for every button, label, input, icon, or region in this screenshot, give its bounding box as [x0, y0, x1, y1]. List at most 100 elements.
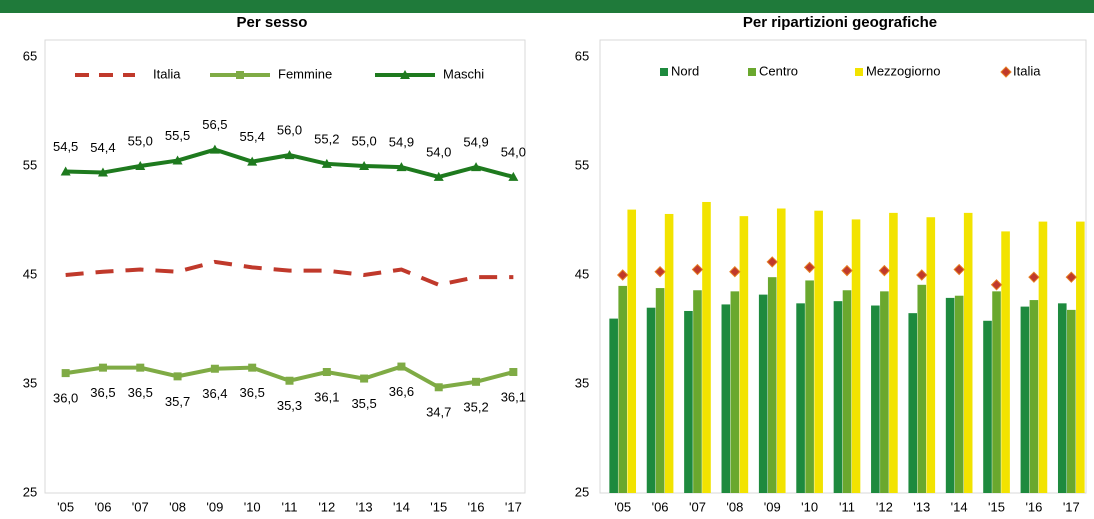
marker [1028, 271, 1040, 283]
x-tick-label: '12 [876, 499, 893, 514]
bar [627, 209, 637, 493]
marker [60, 166, 71, 176]
marker [616, 269, 629, 281]
bar [664, 213, 674, 493]
data-label: 54,4 [90, 140, 115, 155]
marker [397, 362, 406, 371]
marker [359, 161, 370, 170]
bar [954, 295, 964, 493]
x-tick-label: '16 [1025, 499, 1042, 514]
legend-label: Mezzogiorno [866, 63, 940, 78]
bar [880, 291, 889, 493]
bar [767, 277, 777, 493]
bar [693, 290, 702, 493]
x-tick-label: '05 [614, 499, 631, 514]
x-tick-label: '06 [652, 499, 669, 514]
bar [945, 297, 955, 493]
marker [878, 264, 891, 277]
data-label: 55,4 [240, 129, 265, 144]
marker [953, 263, 965, 276]
legend-label: Nord [671, 63, 699, 78]
data-label: 56,5 [202, 117, 227, 132]
marker [321, 158, 332, 168]
data-label: 36,1 [314, 389, 339, 404]
marker [136, 363, 145, 372]
bar [776, 208, 786, 493]
legend-label: Femmine [278, 66, 332, 81]
marker [508, 171, 519, 181]
y-tick-label: 65 [575, 48, 589, 63]
marker [360, 374, 369, 383]
data-label: 36,5 [240, 385, 265, 400]
x-tick-label: '16 [468, 499, 485, 514]
data-label: 54,0 [501, 144, 526, 159]
data-label: 35,2 [463, 399, 488, 414]
marker [400, 70, 410, 79]
legend-label: Italia [1013, 63, 1041, 78]
plot-frame [44, 39, 526, 494]
banner [0, 0, 1094, 13]
data-label: 56,0 [277, 123, 302, 138]
data-label: 35,5 [351, 396, 376, 411]
data-label: 55,5 [165, 128, 190, 143]
marker [691, 263, 704, 276]
marker [803, 261, 816, 274]
data-label: 54,0 [426, 144, 451, 159]
line [65, 259, 514, 287]
bar [851, 219, 861, 493]
marker [61, 369, 70, 378]
x-tick-label: '09 [764, 499, 781, 514]
bar [1057, 303, 1067, 493]
data-label: 55,0 [351, 133, 376, 148]
bar [796, 303, 805, 493]
x-tick-label: '08 [169, 499, 186, 514]
marker [173, 372, 182, 381]
bar [805, 280, 814, 493]
y-tick-label: 45 [575, 266, 589, 281]
x-tick-label: '09 [206, 499, 223, 514]
marker [471, 162, 482, 172]
bar [983, 320, 992, 493]
legend-swatch [660, 68, 668, 76]
data-label: 35,7 [165, 394, 190, 409]
x-tick-label: '17 [505, 499, 522, 514]
x-tick-label: '14 [393, 499, 410, 514]
legend-label: Italia [153, 66, 181, 81]
y-tick-label: 55 [23, 157, 37, 172]
data-label: 36,5 [90, 385, 115, 400]
marker [98, 363, 107, 372]
marker [729, 266, 741, 278]
bar [739, 216, 749, 493]
data-label: 54,5 [53, 139, 78, 154]
marker [322, 368, 331, 377]
x-tick-label: '13 [913, 499, 930, 514]
y-tick-label: 35 [23, 375, 37, 390]
marker [284, 150, 295, 160]
marker [209, 144, 220, 154]
bar [833, 301, 843, 493]
x-tick-label: '14 [951, 499, 968, 514]
y-tick-label: 45 [23, 266, 37, 281]
y-tick-label: 55 [575, 157, 589, 172]
marker [210, 364, 219, 373]
bar [992, 291, 1001, 493]
x-tick-label: '17 [1063, 499, 1080, 514]
bar [646, 307, 656, 493]
x-tick-label: '15 [988, 499, 1005, 514]
legend-swatch [748, 68, 756, 76]
bar [730, 291, 740, 493]
legend-swatch [855, 68, 863, 76]
bar [917, 284, 927, 493]
x-tick-label: '11 [839, 499, 855, 514]
marker [97, 167, 108, 177]
bar [926, 217, 936, 494]
bar [889, 212, 898, 493]
marker [285, 376, 294, 385]
data-label: 55,2 [314, 131, 339, 146]
bar [871, 305, 880, 493]
data-label: 36,5 [128, 385, 153, 400]
marker [472, 377, 481, 386]
bar [758, 294, 768, 493]
bar [1038, 221, 1048, 493]
